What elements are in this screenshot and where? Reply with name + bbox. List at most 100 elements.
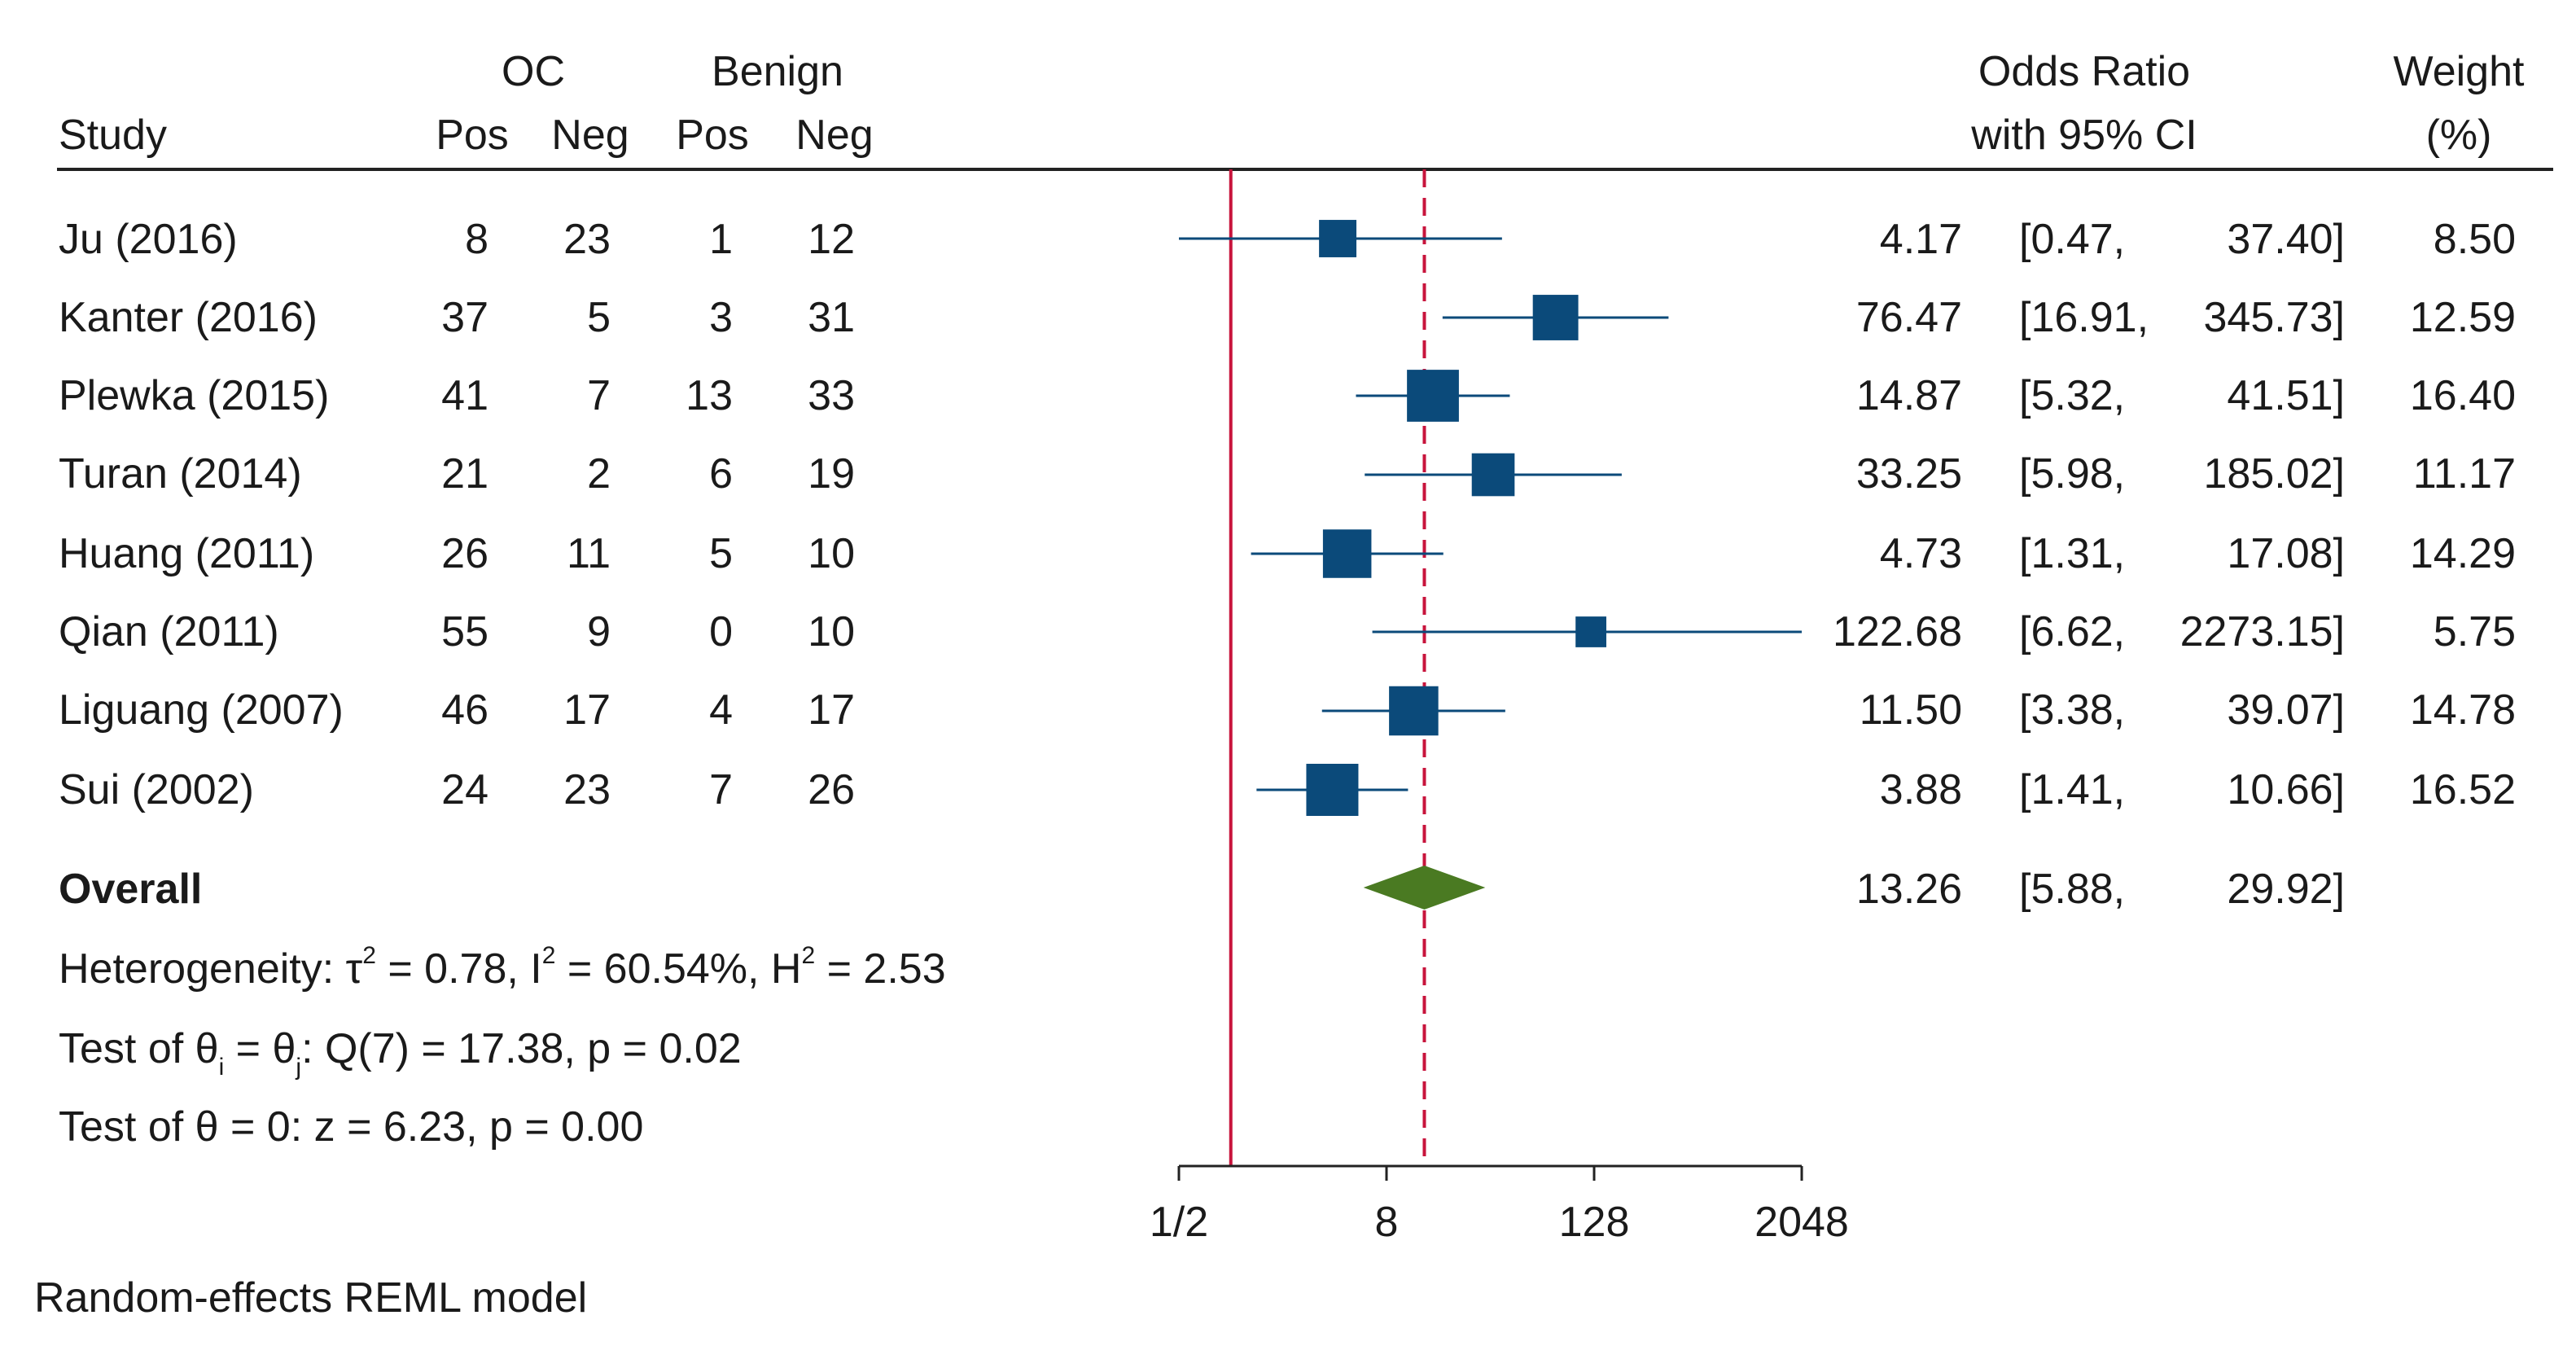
ben-neg: 31 <box>808 294 855 341</box>
model-note: Random-effects REML model <box>34 1274 588 1322</box>
header-or-line2: with 95% CI <box>1971 112 2197 159</box>
oc-neg: 9 <box>587 608 611 655</box>
x-tick-label: 8 <box>1375 1199 1399 1246</box>
study-name: Ju (2016) <box>59 216 238 263</box>
study-marker <box>1407 370 1459 422</box>
oc-pos: 8 <box>465 216 488 263</box>
ben-neg: 10 <box>808 530 855 577</box>
ben-pos: 4 <box>709 686 733 734</box>
ben-pos: 7 <box>709 766 733 813</box>
overall-label: Overall <box>59 866 203 913</box>
ci-lower: [1.41, <box>2019 766 2126 813</box>
study-marker <box>1532 295 1579 340</box>
oc-neg: 23 <box>563 766 611 813</box>
oc-neg: 23 <box>563 216 611 263</box>
ci-lower: [1.31, <box>2019 530 2126 577</box>
ci-upper: 17.08] <box>2227 530 2345 577</box>
ci-upper: 41.51] <box>2227 372 2345 419</box>
weight-value: 14.29 <box>2409 530 2516 577</box>
study-marker <box>1575 616 1606 647</box>
header-weight-line2: (%) <box>2425 112 2492 159</box>
header-oc-neg: Neg <box>551 112 629 159</box>
header-ben-pos: Pos <box>676 112 749 159</box>
ci-lower: [6.62, <box>2019 608 2126 655</box>
oc-neg: 7 <box>587 372 611 419</box>
ci-upper: 185.02] <box>2203 450 2346 498</box>
overall-effect-test: Test of θ = 0: z = 6.23, p = 0.00 <box>59 1103 644 1151</box>
ci-lower: [5.98, <box>2019 450 2126 498</box>
oc-neg: 11 <box>567 530 611 577</box>
study-marker <box>1389 686 1439 736</box>
weight-value: 12.59 <box>2409 294 2516 341</box>
ci-lower: [3.38, <box>2019 686 2126 734</box>
study-marker <box>1306 764 1359 816</box>
study-name: Qian (2011) <box>59 608 279 655</box>
study-name: Kanter (2016) <box>59 294 318 341</box>
oc-neg: 5 <box>587 294 611 341</box>
ci-upper: 2273.15] <box>2180 608 2345 655</box>
study-marker <box>1319 220 1357 257</box>
or-value: 4.17 <box>1879 216 1962 263</box>
ben-neg: 17 <box>808 686 855 734</box>
or-value: 4.73 <box>1879 530 1962 577</box>
ben-pos: 6 <box>709 450 733 498</box>
x-tick-label: 1/2 <box>1150 1199 1208 1246</box>
weight-value: 14.78 <box>2409 686 2516 734</box>
header-study: Study <box>59 112 167 159</box>
or-value: 33.25 <box>1855 450 1962 498</box>
oc-pos: 37 <box>441 294 488 341</box>
oc-pos: 24 <box>441 766 488 813</box>
weight-value: 5.75 <box>2433 608 2516 655</box>
study-name: Plewka (2015) <box>59 372 330 419</box>
x-tick-label: 2048 <box>1755 1199 1849 1246</box>
weight-value: 11.17 <box>2412 450 2516 498</box>
oc-pos: 41 <box>441 372 488 419</box>
header-benign-group: Benign <box>712 48 843 95</box>
overall-or: 13.26 <box>1855 866 1962 913</box>
ben-pos: 5 <box>709 530 733 577</box>
ben-neg: 19 <box>808 450 855 498</box>
x-tick-label: 128 <box>1559 1199 1630 1246</box>
ben-neg: 33 <box>808 372 855 419</box>
header-oc-pos: Pos <box>436 112 509 159</box>
header-or-line1: Odds Ratio <box>1978 48 2191 95</box>
ci-upper: 345.73] <box>2203 294 2346 341</box>
ben-neg: 10 <box>808 608 855 655</box>
ben-pos: 1 <box>709 216 733 263</box>
or-value: 3.88 <box>1879 766 1962 813</box>
homogeneity-test: Test of θi = θj: Q(7) = 17.38, p = 0.02 <box>59 1025 742 1081</box>
header-oc-group: OC <box>502 48 565 95</box>
ci-upper: 10.66] <box>2227 766 2345 813</box>
study-name: Sui (2002) <box>59 766 254 813</box>
oc-pos: 46 <box>441 686 488 734</box>
oc-neg: 17 <box>563 686 611 734</box>
oc-pos: 55 <box>441 608 488 655</box>
overall-ci-upper: 29.92] <box>2227 866 2345 913</box>
study-name: Liguang (2007) <box>59 686 344 734</box>
ci-upper: 39.07] <box>2227 686 2345 734</box>
overall-diamond <box>1363 866 1486 910</box>
heterogeneity-stats: Heterogeneity: τ2 = 0.78, I2 = 60.54%, H… <box>59 941 946 993</box>
header-ben-neg: Neg <box>795 112 874 159</box>
study-name: Huang (2011) <box>59 530 315 577</box>
or-value: 11.50 <box>1859 686 1962 734</box>
oc-pos: 21 <box>441 450 488 498</box>
study-marker <box>1322 529 1372 578</box>
ci-lower: [0.47, <box>2019 216 2126 263</box>
oc-pos: 26 <box>441 530 488 577</box>
oc-neg: 2 <box>587 450 611 498</box>
ben-neg: 12 <box>808 216 855 263</box>
ben-pos: 3 <box>709 294 733 341</box>
weight-value: 16.52 <box>2409 766 2516 813</box>
weight-value: 8.50 <box>2433 216 2516 263</box>
or-value: 76.47 <box>1855 294 1962 341</box>
header-weight-line1: Weight <box>2393 48 2525 95</box>
ci-lower: [16.91, <box>2019 294 2149 341</box>
weight-value: 16.40 <box>2409 372 2516 419</box>
study-name: Turan (2014) <box>59 450 302 498</box>
overall-ci-lower: [5.88, <box>2019 866 2126 913</box>
or-value: 14.87 <box>1855 372 1962 419</box>
ci-lower: [5.32, <box>2019 372 2126 419</box>
